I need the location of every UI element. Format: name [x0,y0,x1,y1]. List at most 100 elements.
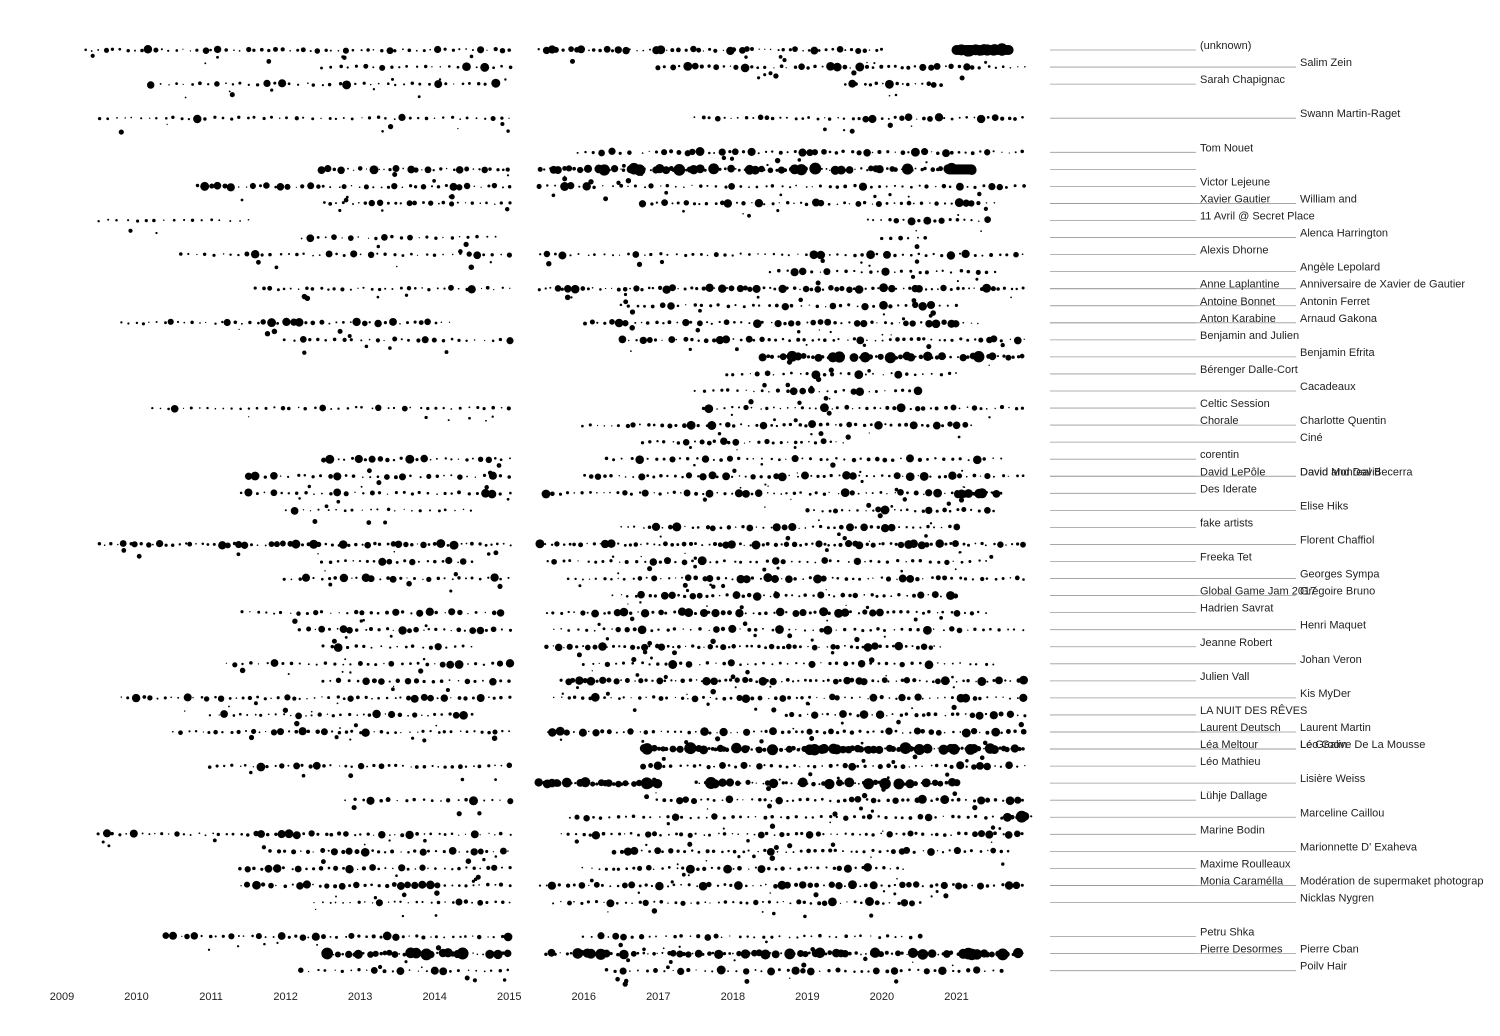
event-point [703,168,707,172]
event-point [295,186,298,188]
event-point [955,372,957,374]
event-point [921,778,931,788]
event-point [313,609,319,616]
event-point [621,163,626,168]
event-point [901,798,905,802]
event-point [400,662,404,666]
event-point [445,687,450,693]
event-point [207,730,211,735]
event-point [451,884,454,887]
event-point [929,407,933,410]
event-point [330,848,338,856]
event-point [314,48,321,54]
event-point [287,82,291,86]
event-point [416,543,419,545]
event-point [379,935,383,939]
event-point [488,696,490,699]
event-point [366,832,370,836]
event-point [379,799,383,803]
event-point [759,577,762,580]
event-point [956,761,965,770]
event-point [765,185,768,188]
event-point [871,151,874,154]
event-point [789,186,792,189]
event-point [900,816,904,820]
event-point [468,416,471,420]
event-point [500,253,503,256]
event-point [507,850,509,852]
event-point [765,542,770,546]
event-point [802,662,805,665]
event-point [453,645,457,648]
event-point [480,730,484,734]
event-point [843,627,847,632]
event-point [780,730,785,735]
event-point [634,594,638,598]
event-point [697,850,701,854]
event-point [587,730,590,733]
event-point [838,474,841,477]
event-point [364,344,369,349]
event-point [783,321,787,326]
event-point [585,628,589,632]
event-point [979,150,982,153]
event-point [844,934,849,939]
event-point [551,611,555,615]
event-point [351,805,357,811]
event-point [872,730,875,733]
event-point [270,659,279,667]
event-point [712,389,715,392]
event-point [658,285,663,290]
event-point [963,611,967,615]
event-point [807,764,810,768]
event-point [536,183,542,189]
event-point [1021,115,1024,119]
event-point [107,844,111,848]
event-point [820,438,827,445]
event-point [702,677,711,686]
event-point [176,320,180,324]
event-point [1009,680,1012,682]
event-point [863,643,873,652]
event-point [621,882,628,889]
event-point [877,680,880,683]
event-point [450,458,453,461]
event-point [811,781,816,787]
event-point [182,407,185,409]
event-point [264,864,273,873]
event-point [689,816,692,820]
event-point [822,731,827,735]
event-point [508,901,511,904]
event-point [574,577,577,581]
event-point [373,896,378,900]
event-point [819,271,822,273]
event-point [896,558,900,563]
event-point [754,489,763,497]
event-point [357,287,359,289]
event-point [798,797,802,802]
event-point [741,201,746,206]
event-point [619,561,621,563]
event-point [422,578,424,581]
event-point [712,541,718,547]
event-point [388,346,392,350]
event-point [422,765,427,769]
event-point [443,577,446,580]
event-point [652,868,655,870]
event-point [849,490,855,496]
event-point [791,745,796,751]
event-point [507,576,510,579]
event-point [168,84,170,86]
event-point [617,542,620,545]
event-point [868,264,871,267]
event-point [994,66,998,69]
event-point [167,407,170,411]
event-point [797,777,808,788]
event-point [835,185,840,189]
event-point [367,237,370,239]
event-point [799,288,801,291]
event-point [799,491,802,494]
event-point [310,710,313,713]
event-point [456,969,460,973]
event-point [490,626,497,633]
